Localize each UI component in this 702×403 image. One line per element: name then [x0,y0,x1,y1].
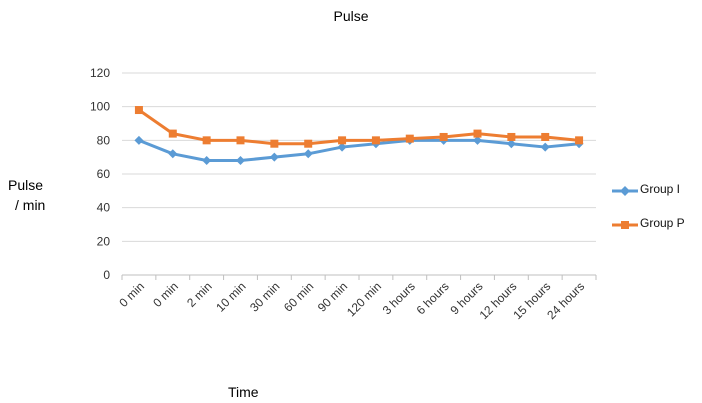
data-point-1-5 [304,139,313,148]
x-axis-label: Time [228,384,259,400]
data-point-1-8 [405,134,414,143]
y-axis-label-line-2: / min [15,197,46,213]
chart-title: Pulse [333,8,369,24]
y-tick-label: 0 [103,268,110,282]
data-point-1-10 [473,129,482,138]
x-tick-label: 60 min [281,279,316,314]
y-tick-label: 120 [90,66,110,80]
y-tick-label: 80 [97,133,111,147]
x-tick-label: 10 min [213,279,248,314]
data-point-0-5 [303,149,313,159]
y-tick-label: 40 [97,201,111,215]
data-point-0-4 [269,152,279,162]
legend-marker-group-i [612,186,638,196]
data-point-0-12 [540,142,550,152]
x-tick-label: 120 min [344,279,384,319]
chart-legend: Group I Group P [612,180,702,248]
legend-label-group-i: Group I [640,182,681,196]
data-point-1-12 [541,132,550,141]
data-point-0-6 [337,142,347,152]
y-tick-label: 100 [90,100,110,114]
data-point-0-3 [236,156,245,166]
series-line-1 [138,108,580,146]
data-point-1-9 [439,132,448,141]
legend-item-group-p: Group P [612,214,702,236]
data-point-0-2 [202,156,212,166]
data-point-1-13 [575,136,584,145]
y-axis-label-line-1: Pulse [8,177,44,193]
data-point-1-0 [134,106,143,115]
x-tick-label: 24 hours [544,279,587,322]
data-point-1-2 [202,136,211,145]
x-tick-label: 6 hours [414,279,452,317]
data-point-0-10 [473,135,482,145]
series-line-0 [138,138,580,163]
legend-marker-group-p [612,221,638,229]
data-point-1-7 [371,136,380,145]
y-tick-label: 20 [97,234,111,248]
data-point-1-1 [168,129,177,138]
x-tick-label: 3 hours [380,279,418,317]
data-point-1-6 [338,136,347,145]
legend-item-group-i: Group I [612,180,702,202]
x-tick-label: 0 min [116,279,147,310]
data-point-0-11 [506,139,516,149]
y-tick-label: 60 [97,167,111,181]
data-point-1-4 [270,139,279,148]
data-point-1-11 [507,132,516,141]
data-point-0-1 [168,149,178,159]
y-axis-label: Pulse / min [8,175,58,215]
x-tick-label: 0 min [150,279,181,310]
legend-label-group-p: Group P [640,216,685,230]
data-point-0-0 [134,135,144,145]
x-tick-label: 2 min [184,279,215,310]
x-tick-label: 30 min [247,279,282,314]
data-point-1-3 [236,136,245,145]
